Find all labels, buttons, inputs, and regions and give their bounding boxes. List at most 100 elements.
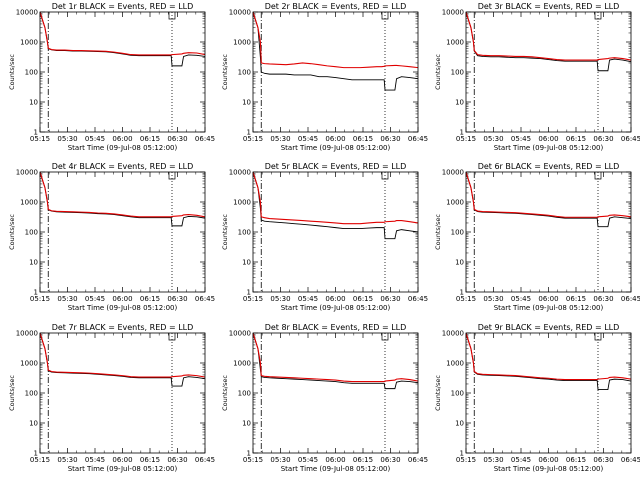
y-axis-label: Counts/sec xyxy=(221,375,229,411)
x-tick-label: 06:45 xyxy=(195,456,215,464)
x-tick-label: 06:00 xyxy=(112,456,132,464)
x-tick-label: 06:30 xyxy=(167,135,187,143)
x-tick-label: 05:15 xyxy=(456,456,476,464)
x-tick-label: 06:45 xyxy=(621,456,640,464)
x-tick-label: 06:30 xyxy=(380,135,400,143)
plot-frame xyxy=(465,11,632,133)
y-tick-label: 10000 xyxy=(229,330,251,338)
y-tick-label: 10 xyxy=(29,420,38,428)
y-tick-label: 10 xyxy=(242,420,251,428)
x-tick-label: 06:45 xyxy=(408,295,428,303)
x-tick-label: 05:45 xyxy=(85,135,105,143)
x-tick-label: 05:15 xyxy=(243,135,263,143)
y-tick-label: 1000 xyxy=(233,360,251,368)
interval-flag xyxy=(168,333,176,341)
y-tick-label: 1000 xyxy=(446,199,464,207)
interval-flag xyxy=(168,172,176,180)
y-axis-label: Counts/sec xyxy=(8,214,16,250)
panel-title: Det 7r BLACK = Events, RED = LLD xyxy=(52,323,194,332)
chart-panel-4: Det 4r BLACK = Events, RED = LLD 1 10 100 10… xyxy=(8,162,215,312)
x-tick-label: 06:30 xyxy=(593,135,613,143)
y-tick-label: 100 xyxy=(238,390,251,398)
x-tick-label: 06:00 xyxy=(325,295,345,303)
y-tick-label: 100 xyxy=(238,69,251,77)
x-tick-label: 06:30 xyxy=(380,456,400,464)
x-tick-label: 05:30 xyxy=(270,295,290,303)
y-axis-label: Counts/sec xyxy=(221,214,229,250)
y-tick-label: 1 xyxy=(460,450,464,458)
y-tick-label: 10000 xyxy=(229,9,251,17)
plot-frame xyxy=(39,171,206,293)
y-tick-label: 1000 xyxy=(20,39,38,47)
x-axis-label: Start Time (09-Jul-08 05:12:00) xyxy=(68,144,178,152)
x-axis-label: Start Time (09-Jul-08 05:12:00) xyxy=(494,304,604,312)
y-tick-label: 10 xyxy=(242,99,251,107)
y-tick-label: 1000 xyxy=(20,199,38,207)
x-tick-label: 05:15 xyxy=(456,295,476,303)
x-axis-label: Start Time (09-Jul-08 05:12:00) xyxy=(68,304,178,312)
y-tick-label: 10000 xyxy=(442,330,464,338)
x-tick-label: 05:45 xyxy=(511,295,531,303)
x-tick-label: 05:45 xyxy=(298,135,318,143)
y-tick-label: 10 xyxy=(242,259,251,267)
x-tick-label: 06:45 xyxy=(621,295,640,303)
x-tick-label: 05:15 xyxy=(30,295,50,303)
interval-flag xyxy=(381,333,389,341)
series-line-lld xyxy=(40,333,205,378)
y-tick-label: 10000 xyxy=(16,9,38,17)
interval-flag xyxy=(594,333,602,341)
x-tick-label: 06:00 xyxy=(538,456,558,464)
y-tick-label: 1000 xyxy=(20,360,38,368)
y-tick-label: 1 xyxy=(247,289,251,297)
x-tick-label: 06:30 xyxy=(380,295,400,303)
y-axis-label: Counts/sec xyxy=(434,375,442,411)
y-tick-label: 100 xyxy=(451,390,464,398)
interval-flag xyxy=(168,12,176,20)
x-tick-label: 05:45 xyxy=(298,295,318,303)
x-tick-label: 05:15 xyxy=(243,456,263,464)
chart-panel-7: Det 7r BLACK = Events, RED = LLD 1 10 100 10… xyxy=(8,323,215,473)
y-tick-label: 10 xyxy=(455,420,464,428)
x-tick-label: 06:15 xyxy=(566,135,586,143)
y-tick-label: 100 xyxy=(238,229,251,237)
y-tick-label: 1 xyxy=(34,450,38,458)
chart-panel-2: Det 2r BLACK = Events, RED = LLD 1 10 100 10… xyxy=(221,2,428,152)
x-tick-label: 06:45 xyxy=(408,135,428,143)
y-tick-label: 1000 xyxy=(446,360,464,368)
x-tick-label: 06:00 xyxy=(538,135,558,143)
x-tick-label: 05:30 xyxy=(57,456,77,464)
series-line-lld xyxy=(253,12,418,69)
x-axis-label: Start Time (09-Jul-08 05:12:00) xyxy=(281,304,391,312)
x-tick-label: 05:45 xyxy=(511,456,531,464)
y-tick-label: 100 xyxy=(451,229,464,237)
x-tick-label: 05:30 xyxy=(270,135,290,143)
panel-title: Det 8r BLACK = Events, RED = LLD xyxy=(265,323,407,332)
x-tick-label: 05:15 xyxy=(30,456,50,464)
x-tick-label: 05:30 xyxy=(270,456,290,464)
y-tick-label: 10000 xyxy=(442,9,464,17)
y-tick-label: 10000 xyxy=(16,169,38,177)
panel-title: Det 2r BLACK = Events, RED = LLD xyxy=(265,2,407,11)
y-tick-label: 100 xyxy=(25,69,38,77)
x-tick-label: 06:00 xyxy=(112,295,132,303)
x-tick-label: 05:15 xyxy=(456,135,476,143)
x-tick-label: 05:30 xyxy=(483,135,503,143)
panel-title: Det 3r BLACK = Events, RED = LLD xyxy=(478,2,620,11)
x-tick-label: 06:15 xyxy=(353,135,373,143)
y-tick-label: 10000 xyxy=(229,169,251,177)
y-tick-label: 1 xyxy=(460,289,464,297)
plot-frame xyxy=(465,171,632,293)
x-tick-label: 06:00 xyxy=(325,135,345,143)
x-tick-label: 06:30 xyxy=(167,295,187,303)
chart-panel-9: Det 9r BLACK = Events, RED = LLD 1 10 100 10… xyxy=(434,323,640,473)
interval-flag xyxy=(594,172,602,180)
plot-frame xyxy=(465,332,632,454)
x-tick-label: 05:30 xyxy=(57,135,77,143)
x-tick-label: 05:45 xyxy=(511,135,531,143)
y-tick-label: 1000 xyxy=(233,39,251,47)
x-tick-label: 06:15 xyxy=(566,456,586,464)
x-axis-label: Start Time (09-Jul-08 05:12:00) xyxy=(494,465,604,473)
x-tick-label: 06:45 xyxy=(621,135,640,143)
x-tick-label: 05:45 xyxy=(298,456,318,464)
